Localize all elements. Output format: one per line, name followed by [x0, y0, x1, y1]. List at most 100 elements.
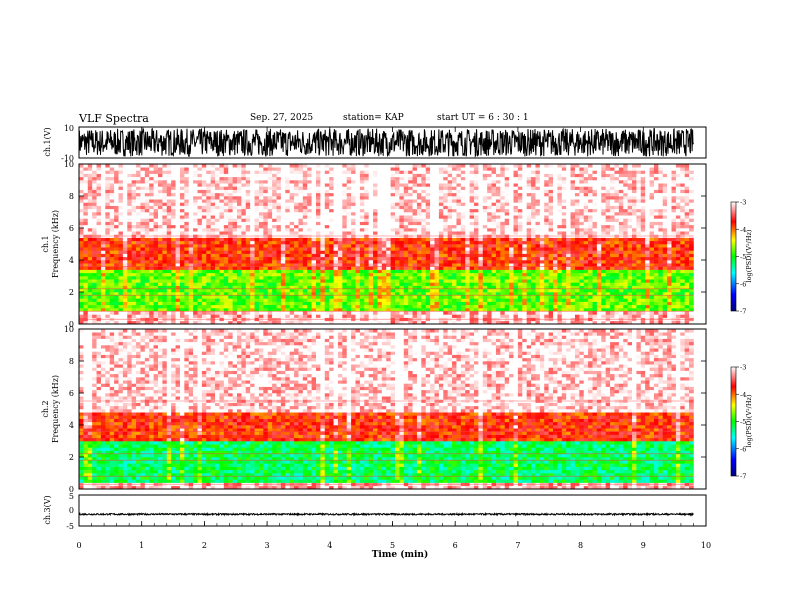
spectrogram-cell [316, 282, 321, 286]
spectrogram-cell [162, 288, 168, 293]
spectrogram-cell [395, 228, 400, 232]
spectrogram-cell [206, 231, 211, 235]
spectrogram-cell [311, 170, 317, 174]
spectrogram-cell [223, 276, 229, 280]
spectrogram-cell [513, 247, 519, 251]
spectrogram-cell [171, 231, 176, 235]
spectrogram-cell [491, 176, 497, 181]
spectrogram-cell [114, 218, 119, 222]
spectrogram-cell [359, 240, 365, 245]
spectrogram-cell [320, 202, 326, 206]
spectrogram-cell [333, 295, 339, 299]
spectrogram-cell [237, 276, 242, 280]
spectrogram-cell [416, 311, 422, 315]
spectrogram-cell [193, 288, 198, 293]
spectrogram-cell [171, 202, 176, 206]
spectrogram-cell [324, 186, 330, 190]
spectrogram-cell [149, 320, 154, 325]
spectrogram-cell [136, 256, 141, 261]
spectrogram-cell [355, 250, 361, 254]
spectrogram-cell [201, 240, 207, 245]
spectrogram-cell [474, 298, 479, 302]
spectrogram-cell [324, 288, 330, 293]
spectrogram-cell [206, 272, 211, 277]
spectrogram-cell [509, 192, 514, 197]
spectrogram-cell [452, 183, 457, 187]
spectrogram-cell [232, 240, 238, 245]
spectrogram-cell [329, 186, 334, 190]
spectrogram-cell [153, 263, 159, 267]
spectrogram-cell [201, 189, 207, 194]
spectrogram-cell [79, 167, 84, 171]
spectrogram-cell [513, 202, 519, 206]
spectrogram-cell [184, 237, 190, 242]
spectrogram-cell [359, 224, 365, 229]
spectrogram-cell [149, 292, 154, 296]
spectrogram-cell [298, 308, 304, 312]
spectrogram-cell [96, 276, 102, 280]
spectrogram-cell [206, 285, 211, 290]
spectrogram-cell [324, 311, 330, 315]
spectrogram-cell [302, 215, 308, 219]
spectrogram-cell [136, 311, 141, 315]
spectrogram-cell [158, 320, 163, 325]
spectrogram-cell [430, 308, 435, 312]
spectrogram-cell [399, 176, 405, 181]
spectrogram-cell [368, 244, 374, 248]
spectrogram-cell [263, 202, 269, 206]
spectrogram-cell [162, 192, 168, 197]
spectrogram-cell [206, 173, 211, 178]
spectrogram-cell [276, 189, 282, 194]
spectrogram-cell [263, 276, 269, 280]
spectrogram-cell [193, 237, 198, 242]
spectrogram-cell [237, 186, 242, 190]
spectrogram-cell [408, 311, 413, 315]
spectrogram-cell [100, 192, 106, 197]
spectrogram-cell [491, 250, 497, 254]
spectrogram-cell [201, 215, 207, 219]
spectrogram-cell [509, 176, 514, 181]
spectrogram-cell [201, 196, 207, 200]
spectrogram-cell [474, 218, 479, 222]
spectrogram-cell [153, 231, 159, 235]
spectrogram-cell [193, 285, 198, 290]
spectrogram-cell [359, 202, 365, 206]
spectrogram-cell [324, 231, 330, 235]
spectrogram-cell [263, 180, 269, 184]
spectrogram-cell [83, 279, 89, 283]
spectrogram-cell [206, 228, 211, 232]
spectrogram-cell [381, 173, 387, 178]
spectrogram-cell [452, 272, 457, 277]
spectrogram-cell [500, 164, 506, 168]
spectrogram-cell [434, 263, 440, 267]
spectrogram-cell [109, 199, 115, 203]
spectrogram-cell [87, 218, 93, 222]
spectrogram-cell [307, 282, 312, 286]
spectrogram-cell [210, 311, 216, 315]
spectrogram-cell [373, 170, 378, 174]
spectrogram-cell [452, 320, 457, 325]
spectrogram-cell [245, 285, 251, 290]
spectrogram-cell [320, 183, 326, 187]
spectrogram-cell [487, 260, 492, 264]
spectrogram-cell [171, 311, 176, 315]
spectrogram-cell [131, 304, 137, 309]
spectrogram-cell [351, 276, 356, 280]
spectrogram-cell [219, 288, 225, 293]
spectrogram-cell [460, 256, 466, 261]
spectrogram-cell [311, 202, 317, 206]
spectrogram-cell [92, 167, 97, 171]
spectrogram-cell [100, 266, 106, 270]
spectrogram-cell [381, 314, 387, 318]
spectrogram-cell [83, 308, 89, 312]
spectrogram-cell [206, 320, 211, 325]
spectrogram-cell [351, 183, 356, 187]
spectrogram-cell [149, 298, 154, 302]
spectrogram-cell [109, 301, 115, 306]
spectrogram-cell [381, 180, 387, 184]
spectrogram-cell [87, 256, 93, 261]
spectrogram-cell [158, 221, 163, 226]
spectrogram-cell [377, 212, 383, 216]
spectrogram-cell [179, 221, 185, 226]
spectrogram-cell [491, 208, 497, 213]
